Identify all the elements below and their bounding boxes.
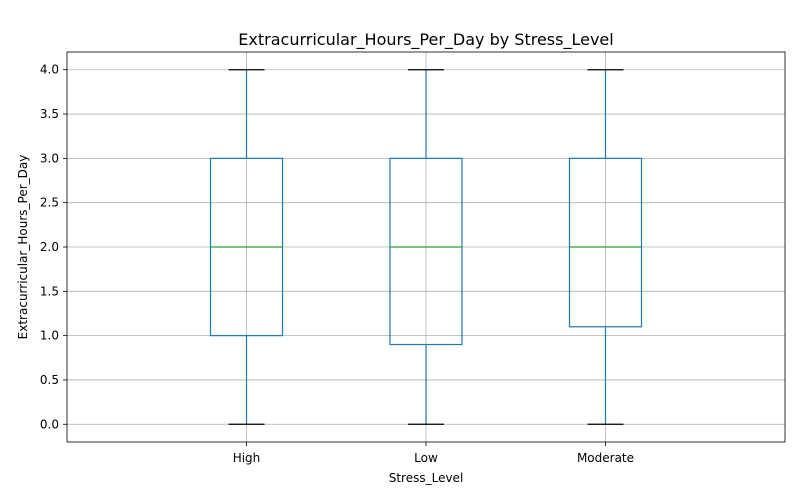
x-tick-label: Moderate [577, 451, 634, 465]
x-tick-label: High [233, 451, 261, 465]
y-tick-label: 0.5 [40, 373, 59, 387]
y-tick-label: 3.5 [40, 107, 59, 121]
box-low [389, 157, 463, 346]
x-axis-label: Stress_Level [389, 471, 464, 485]
y-axis-label: Extracurricular_Hours_Per_Day [16, 155, 30, 340]
y-tick-label: 1.0 [40, 329, 59, 343]
axis-layer: 0.0 0.5 1.0 1.5 2.0 2.5 3.0 3.5 4.0 High Low Modera… [40, 51, 786, 465]
box-moderate [568, 157, 643, 328]
y-tick-label: 1.5 [40, 284, 59, 298]
box-layer [209, 69, 643, 425]
y-tick-label: 2.0 [40, 240, 59, 254]
y-tick-label: 2.5 [40, 196, 59, 210]
y-tick-label: 3.0 [40, 151, 59, 165]
y-tick-label: 4.0 [40, 63, 59, 77]
plot-frame [66, 51, 786, 443]
chart-title: Extracurricular_Hours_Per_Day by Stress_… [238, 30, 613, 50]
x-tick-label: Low [414, 451, 438, 465]
y-tick-label: 0.0 [40, 417, 59, 431]
